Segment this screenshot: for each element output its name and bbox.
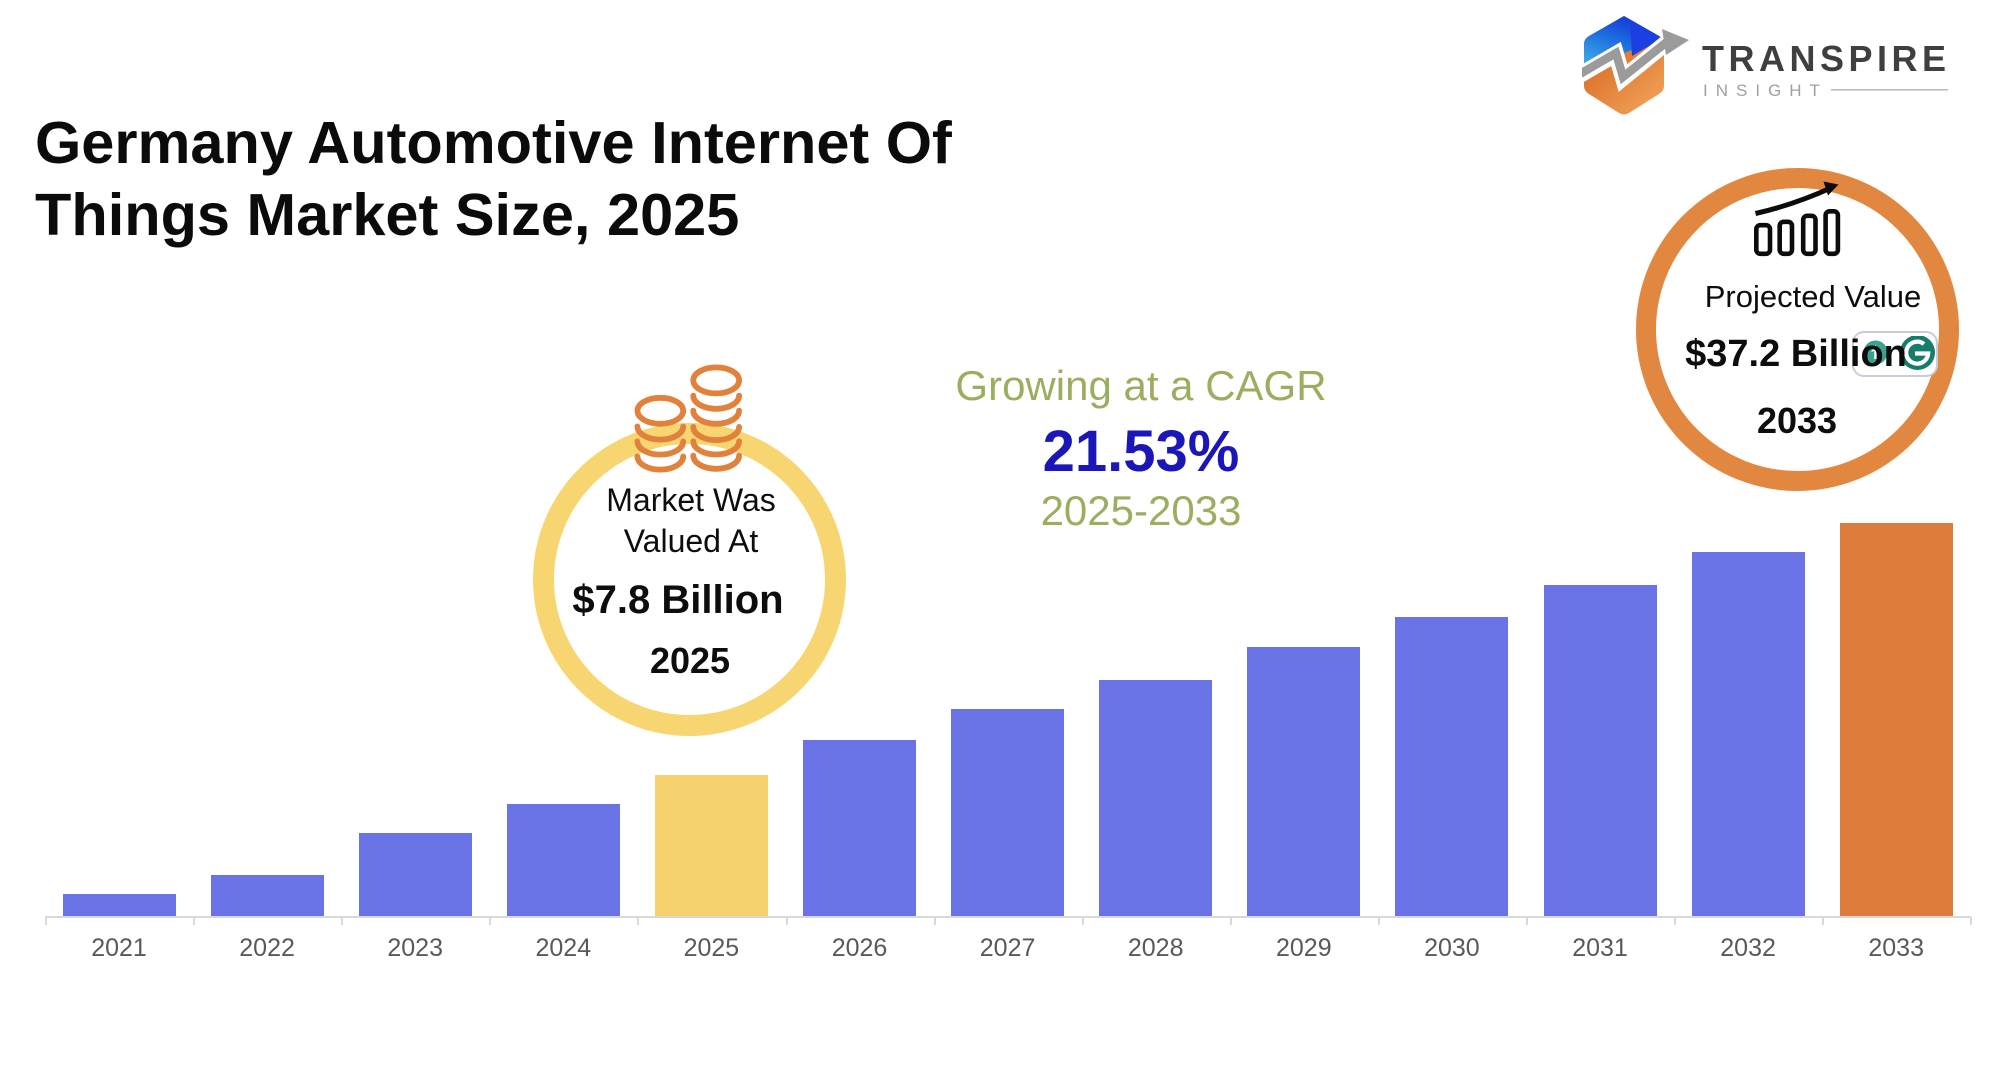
svg-text:INSIGHT: INSIGHT: [1703, 81, 1828, 100]
svg-text:TRANSPIRE: TRANSPIRE: [1702, 38, 1951, 79]
